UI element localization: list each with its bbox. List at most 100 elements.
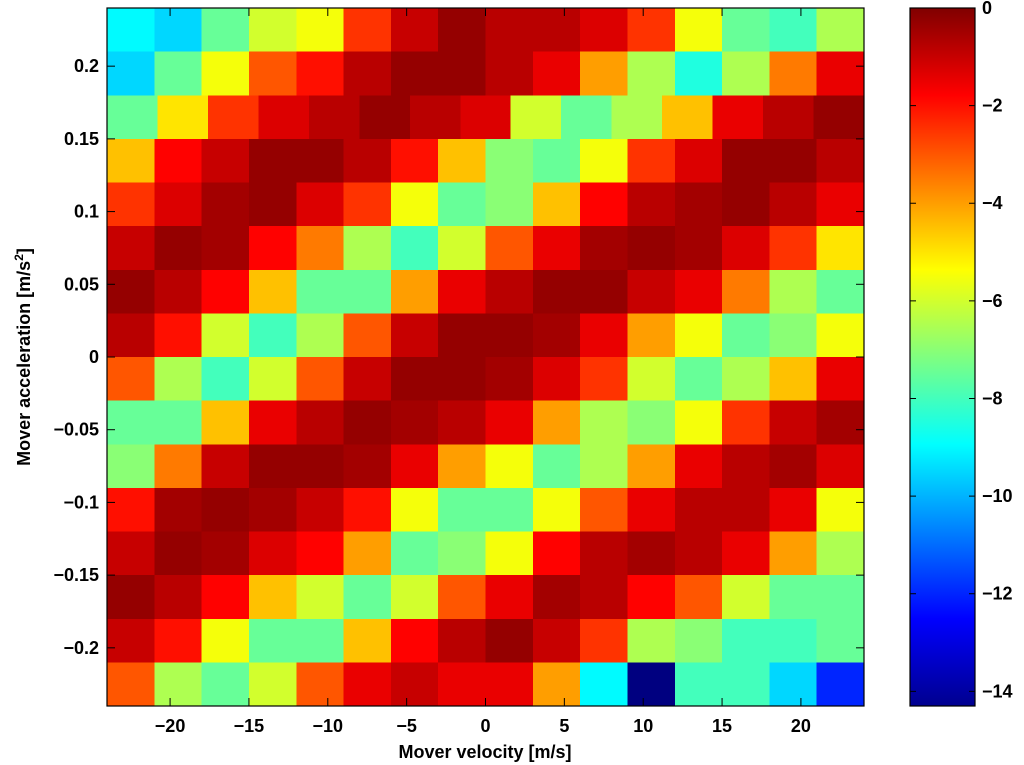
heatmap-cell: [107, 182, 155, 227]
heatmap-cell: [107, 400, 155, 445]
heatmap-cell: [674, 226, 723, 271]
heatmap-cell: [769, 51, 818, 96]
heatmap-cell: [722, 226, 770, 271]
heatmap-cell: [722, 531, 770, 576]
y-tick-label: 0.05: [64, 274, 99, 294]
heatmap-cell: [343, 575, 392, 620]
heatmap-cell: [485, 138, 534, 184]
heatmap-cell: [248, 226, 297, 271]
heatmap-cell: [816, 8, 865, 53]
heatmap-cell: [580, 269, 629, 314]
heatmap-cell: [580, 51, 629, 96]
heatmap-cell: [485, 269, 534, 314]
heatmap-cell: [201, 138, 250, 184]
heatmap-cell: [438, 226, 487, 271]
heatmap-cell: [308, 95, 360, 140]
heatmap-cell: [343, 487, 392, 533]
heatmap-cell: [390, 444, 439, 489]
heatmap-cell: [813, 95, 865, 140]
heatmap-cell: [674, 618, 723, 663]
heatmap-cell: [816, 313, 865, 358]
heatmap-cell: [248, 487, 297, 533]
heatmap-cell: [154, 444, 203, 489]
heatmap-cell: [201, 269, 250, 314]
heatmap-cell: [674, 138, 723, 184]
heatmap-cell: [627, 618, 676, 663]
heatmap-cell: [722, 618, 770, 663]
heatmap-cell: [763, 95, 815, 140]
heatmap-cell: [343, 662, 392, 707]
heatmap-cell: [296, 182, 345, 227]
heatmap-cell: [248, 531, 297, 576]
heatmap-cell: [627, 531, 676, 576]
heatmap-cell: [627, 662, 676, 707]
heatmap-cell: [107, 357, 155, 402]
heatmap-cell: [722, 444, 770, 489]
heatmap-cell: [611, 95, 663, 140]
heatmap-cell: [722, 575, 770, 620]
heatmap-cell: [201, 618, 250, 663]
x-tick-label: 0: [480, 716, 490, 736]
heatmap-cell: [343, 618, 392, 663]
heatmap-cell: [627, 51, 676, 96]
heatmap-cell: [201, 400, 250, 445]
heatmap-cell: [154, 269, 203, 314]
heatmap-cell: [258, 95, 310, 140]
heatmap-cell: [580, 444, 629, 489]
heatmap-cell: [627, 138, 676, 184]
heatmap-cell: [248, 182, 297, 227]
heatmap-cell: [580, 575, 629, 620]
heatmap-cell: [722, 182, 770, 227]
heatmap-cell: [627, 269, 676, 314]
heatmap-cell: [485, 444, 534, 489]
heatmap-cell: [485, 182, 534, 227]
heatmap-cell: [343, 182, 392, 227]
heatmap-cell: [359, 95, 411, 140]
y-axis-title: Mover acceleration [m/s2]: [12, 248, 34, 466]
heatmap-cell: [107, 138, 155, 184]
heatmap-cell: [154, 531, 203, 576]
heatmap-cell: [816, 226, 865, 271]
heatmap-cell: [769, 487, 818, 533]
heatmap-cell: [769, 138, 818, 184]
heatmap-cell: [769, 575, 818, 620]
heatmap-cell: [485, 8, 534, 53]
heatmap-cell: [674, 444, 723, 489]
heatmap-cell: [343, 313, 392, 358]
heatmap-cell: [296, 444, 345, 489]
heatmap-cell: [154, 618, 203, 663]
heatmap-cell: [343, 138, 392, 184]
heatmap-cell: [769, 357, 818, 402]
heatmap-cell: [532, 8, 581, 53]
heatmap-cell: [248, 8, 297, 53]
heatmap-cell: [722, 313, 770, 358]
heatmap-cell: [580, 357, 629, 402]
x-tick-label: 10: [633, 716, 653, 736]
heatmap-cell: [722, 269, 770, 314]
heatmap-cell: [674, 357, 723, 402]
heatmap-cell: [438, 269, 487, 314]
heatmap-cell: [674, 575, 723, 620]
x-axis: −20 −15 −10 −5 0 5 10 15 20: [155, 8, 811, 736]
heatmap-cell: [201, 226, 250, 271]
heatmap-cell: [816, 662, 865, 707]
heatmap-cell: [627, 182, 676, 227]
heatmap-cell: [409, 95, 461, 140]
heatmap-cell: [296, 400, 345, 445]
heatmap-cell: [296, 618, 345, 663]
heatmap-cell: [157, 95, 209, 140]
heatmap-cell: [343, 357, 392, 402]
heatmap-cell: [816, 269, 865, 314]
heatmap-cell: [532, 269, 581, 314]
heatmap-cell: [438, 487, 487, 533]
heatmap-cell: [674, 487, 723, 533]
heatmap-cell: [248, 51, 297, 96]
heatmap-cell: [485, 487, 534, 533]
heatmap-cell: [722, 662, 770, 707]
heatmap-cell: [343, 400, 392, 445]
heatmap-cell: [343, 269, 392, 314]
heatmap-cell: [438, 51, 487, 96]
heatmap-cell: [296, 138, 345, 184]
heatmap-cell: [485, 662, 534, 707]
heatmap-cell: [248, 575, 297, 620]
